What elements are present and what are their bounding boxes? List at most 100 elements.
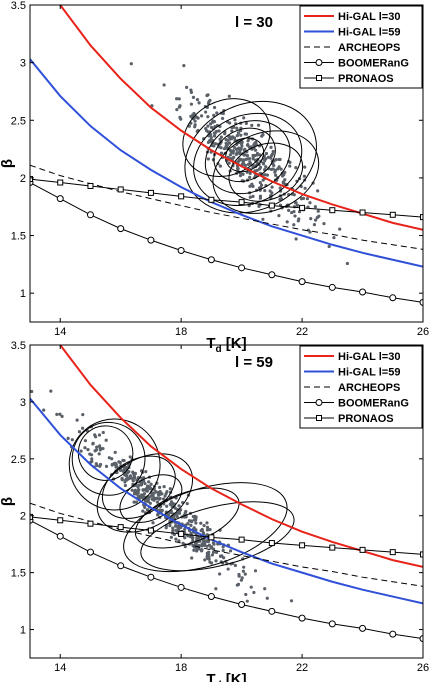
data-point [309, 217, 313, 221]
data-point [93, 449, 97, 453]
data-point [258, 180, 262, 185]
series-marker-square [420, 214, 423, 221]
data-point [190, 556, 194, 560]
data-point [327, 244, 331, 249]
series-marker-square [389, 211, 396, 218]
data-point [95, 445, 99, 449]
data-point [294, 201, 298, 205]
data-point [274, 158, 278, 162]
data-point [169, 502, 173, 506]
data-point [158, 485, 162, 489]
data-point [202, 538, 206, 542]
axes-frame [29, 4, 424, 323]
contour-ellipse [228, 142, 304, 202]
data-point [308, 201, 312, 205]
data-point [144, 470, 148, 474]
data-point [278, 186, 282, 190]
data-point [212, 113, 216, 117]
axes-frame [29, 344, 424, 659]
x-tick-label: 18 [175, 326, 187, 338]
data-point [77, 430, 82, 434]
series-marker-square [87, 182, 94, 189]
data-point [243, 132, 247, 136]
series-boomerang [30, 179, 423, 306]
data-point [137, 488, 141, 492]
data-point [259, 183, 264, 187]
series-marker-circle [147, 573, 155, 581]
data-point [174, 528, 178, 532]
y-axis-label: β [0, 497, 16, 506]
data-point [145, 486, 149, 490]
data-point [177, 97, 181, 101]
data-point [200, 114, 204, 118]
data-point [205, 533, 209, 537]
data-point [206, 93, 210, 97]
data-point [274, 173, 278, 177]
legend-marker-circle [315, 59, 323, 66]
series-marker-circle [117, 225, 125, 233]
data-point [123, 483, 127, 488]
data-point [269, 167, 274, 172]
data-point [205, 521, 209, 525]
data-point [206, 124, 210, 128]
data-point [232, 155, 236, 159]
data-point [83, 446, 87, 450]
data-point [238, 174, 243, 178]
data-point [281, 180, 285, 184]
data-point [42, 408, 46, 412]
data-point [294, 237, 298, 241]
data-point [143, 505, 147, 510]
data-point [209, 561, 214, 565]
data-point [174, 537, 178, 541]
series-marker-square [329, 207, 336, 214]
data-point [249, 585, 253, 589]
data-point [115, 465, 119, 469]
data-point [230, 129, 234, 133]
data-point [197, 543, 201, 548]
legend: Hi-GAL l=30 Hi-GAL l=59 ARCHEOPS BOOMERanG P… [299, 5, 423, 89]
data-point [317, 214, 321, 218]
data-point [149, 482, 153, 486]
data-point [160, 508, 164, 512]
series-marker-circle [56, 532, 64, 540]
legend-label: Hi-GAL l=30 [338, 11, 400, 23]
data-point [218, 137, 222, 141]
data-point [88, 452, 92, 456]
data-point [136, 485, 140, 489]
data-point [261, 161, 265, 165]
data-point [215, 111, 219, 115]
data-point [173, 506, 177, 510]
data-point [219, 554, 223, 558]
series-marker-circle [419, 298, 423, 306]
data-point [292, 193, 296, 197]
data-point [81, 412, 85, 417]
data-point [243, 153, 247, 157]
data-point [118, 460, 122, 465]
y-tick-label: 3.5 [11, 0, 26, 12]
data-point [144, 499, 148, 503]
data-point [162, 485, 166, 489]
contour-ellipse [212, 130, 320, 214]
data-point [193, 119, 197, 123]
data-point [97, 452, 101, 456]
data-point [289, 599, 294, 603]
data-point [209, 135, 213, 140]
data-point [175, 97, 179, 101]
data-point [122, 458, 126, 463]
data-point [218, 164, 222, 168]
data-point [226, 138, 230, 143]
data-point [199, 521, 203, 525]
series-marker-square [30, 513, 33, 520]
data-point [131, 470, 135, 474]
data-point [104, 464, 109, 468]
y-tick-label: 1 [20, 288, 26, 300]
data-point [233, 118, 237, 122]
data-point [218, 572, 222, 576]
data-point [133, 471, 138, 476]
y-tick-label: 1.5 [11, 231, 26, 243]
data-point [246, 139, 250, 143]
series-marker-square [117, 524, 124, 531]
x-tick-label: 14 [54, 326, 66, 338]
data-point [279, 167, 283, 171]
series-hi-gal-l-59 [30, 58, 423, 268]
